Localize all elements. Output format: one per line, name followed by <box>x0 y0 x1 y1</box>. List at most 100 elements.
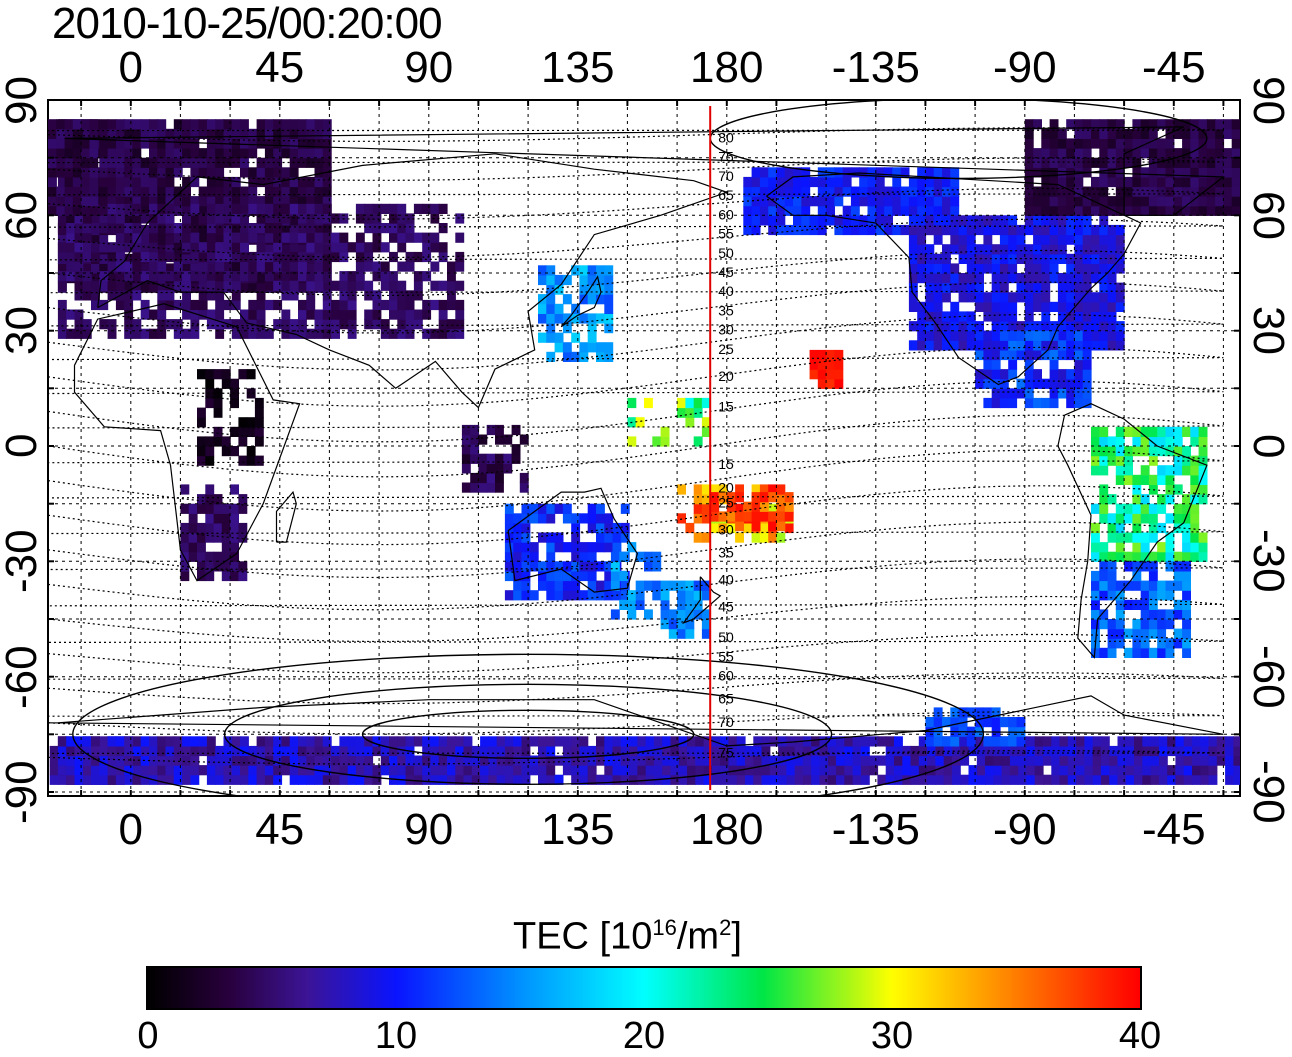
y-tick-right: -30 <box>1244 529 1292 593</box>
tec-cell <box>238 503 248 514</box>
tec-cell <box>860 745 870 757</box>
tec-cell <box>1142 765 1152 776</box>
tec-cell <box>264 232 274 243</box>
tec-cell <box>281 765 291 776</box>
tec-cell <box>221 522 231 534</box>
tec-cell <box>859 167 869 178</box>
tec-cell <box>1043 745 1052 757</box>
tec-cell <box>273 765 283 776</box>
tec-cell <box>834 186 844 197</box>
tec-cell <box>470 434 480 445</box>
tec-cell <box>1034 774 1044 785</box>
tec-cell <box>1049 119 1059 130</box>
tec-cell <box>264 774 274 785</box>
tec-cell <box>1183 755 1193 766</box>
tec-cell <box>347 299 357 311</box>
tec-cell <box>347 774 357 785</box>
tec-cell <box>1066 330 1076 341</box>
tec-cell <box>1173 599 1183 610</box>
tec-cell <box>298 176 307 188</box>
tec-cell <box>173 736 183 747</box>
tec-cell <box>256 745 266 757</box>
tec-cell <box>339 271 349 282</box>
tec-cell <box>571 561 581 572</box>
tec-cell <box>1225 774 1234 785</box>
tec-cell <box>438 736 448 747</box>
tec-cell <box>173 232 183 243</box>
tec-cell <box>74 251 84 263</box>
tec-cell <box>198 186 208 197</box>
tec-cell <box>933 311 943 322</box>
tec-cell <box>1115 282 1125 293</box>
tec-cell <box>1117 736 1127 747</box>
tec-cell <box>571 736 581 747</box>
tec-cell <box>1132 474 1142 485</box>
tec-cell <box>917 176 927 188</box>
tec-cell <box>66 242 76 253</box>
tec-cell <box>604 265 614 276</box>
tec-cell <box>1165 119 1175 130</box>
contour-label-south: 20 <box>718 479 734 495</box>
tec-map: 8075706560555045403530252015152025303540… <box>47 99 1241 797</box>
tec-cell <box>1142 745 1152 757</box>
tec-cell <box>1132 561 1142 572</box>
tec-cell <box>933 736 943 747</box>
tec-cell <box>1165 542 1175 553</box>
tec-cell <box>844 736 854 747</box>
tec-cell <box>1140 513 1150 524</box>
tec-cell <box>215 328 225 339</box>
tec-cell <box>281 167 291 178</box>
tec-cell <box>180 503 190 514</box>
tec-cell <box>1091 590 1100 601</box>
tec-cell <box>677 397 686 409</box>
tec-cell <box>197 551 206 562</box>
tec-cell <box>56 167 66 178</box>
tec-cell <box>668 609 678 620</box>
tec-cell <box>1016 244 1026 255</box>
tec-cell <box>1233 774 1240 785</box>
tec-cell <box>64 196 74 207</box>
tec-cell <box>538 303 547 314</box>
tec-cell <box>339 736 349 747</box>
tec-cell <box>298 157 307 168</box>
tec-cell <box>629 745 638 757</box>
tec-cell <box>910 745 920 757</box>
tec-cell <box>1134 774 1143 785</box>
tec-cell <box>165 176 175 188</box>
contour-label-south: 50 <box>718 629 734 645</box>
tec-cell <box>1182 186 1191 197</box>
tec-cell <box>793 215 802 226</box>
tec-cell <box>273 203 283 214</box>
tec-cell <box>72 119 82 130</box>
tec-cell <box>1115 167 1125 178</box>
tec-cell <box>289 128 299 139</box>
tec-cell <box>430 755 440 766</box>
tec-cell <box>778 765 787 776</box>
tec-cell <box>447 261 456 272</box>
tec-cell <box>1049 273 1059 284</box>
tec-cell <box>711 736 721 747</box>
tec-cell <box>968 774 978 785</box>
tec-cell <box>64 205 74 216</box>
tec-cell <box>950 707 960 718</box>
tec-cell <box>579 590 589 601</box>
tec-cell <box>991 311 1001 322</box>
tec-cell <box>215 774 225 785</box>
x-tick-bottom: 135 <box>541 805 615 854</box>
tec-cell <box>1100 755 1110 766</box>
tec-cell <box>809 224 819 236</box>
tec-cell <box>817 215 827 226</box>
tec-cell <box>238 532 248 543</box>
tec-cell <box>1192 765 1201 776</box>
tec-cell <box>157 328 167 339</box>
tec-cell <box>1092 765 1102 776</box>
tec-cell <box>1173 609 1183 620</box>
tec-cell <box>447 774 456 785</box>
tec-cell <box>834 176 844 188</box>
tec-cell <box>74 261 84 272</box>
tec-cell <box>231 138 241 149</box>
tec-cell <box>943 765 953 776</box>
tec-cell <box>1206 148 1216 159</box>
tec-cell <box>908 205 918 216</box>
tec-cell <box>132 157 142 168</box>
